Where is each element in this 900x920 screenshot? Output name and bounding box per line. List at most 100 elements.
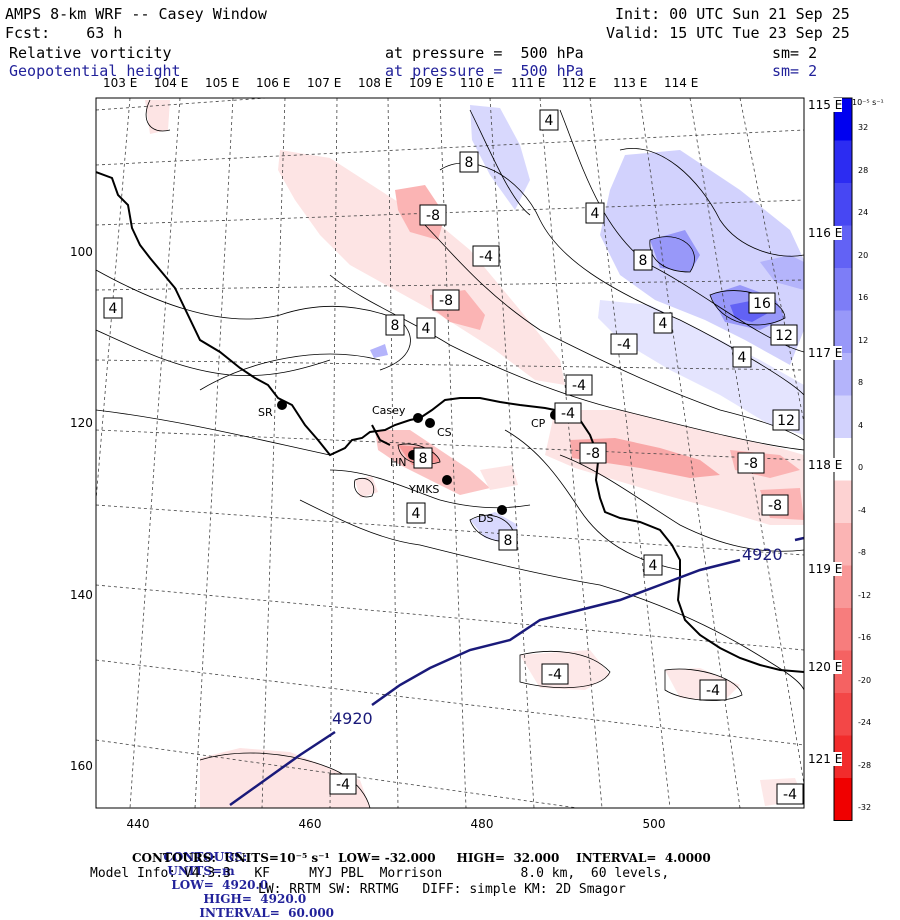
colorbar-label: -16: [858, 633, 872, 643]
station-cs-marker: [425, 418, 435, 428]
colorbar-label: -32: [858, 803, 872, 813]
contour-label-box: [103, 297, 123, 319]
contour-label: -4: [548, 667, 562, 683]
x-tick-label: 460: [298, 817, 322, 831]
latitude-label: 115 E: [808, 98, 843, 112]
contour-label: -4: [617, 337, 631, 353]
contour-label-box: [554, 402, 582, 424]
field2-name: Geopotential height: [9, 62, 181, 80]
longitude-label: 107 E: [307, 76, 342, 90]
footer-low: LOW= 4920.0: [171, 878, 269, 892]
contour-label-box: [565, 374, 593, 396]
contour-label-box: [416, 317, 436, 339]
height-label: 4920: [742, 545, 783, 564]
footer-contours-label: CONTOURS:: [163, 850, 248, 864]
footer-model-info: Model Info: V4.3.3 KF MYJ PBL Morrison 8…: [90, 866, 670, 881]
field1-name: Relative vorticity: [9, 44, 172, 62]
x-tick-label: 480: [470, 817, 494, 831]
contour-label-box: [737, 452, 765, 474]
contour-label: 8: [465, 155, 474, 171]
contour-label: -8: [586, 446, 600, 462]
colorbar-label: 28: [858, 165, 869, 175]
contour-label-box: [610, 333, 638, 355]
contour-label-box: [732, 346, 752, 368]
station-ds-marker: [497, 505, 507, 515]
field1-smoothing: sm= 2: [772, 44, 818, 62]
colorbar: [833, 97, 853, 821]
colorbar-swatch: [834, 140, 852, 184]
colorbar-label: 8: [858, 378, 864, 388]
contour-label: 8: [391, 318, 400, 334]
contour-label: 4: [109, 301, 118, 317]
colorbar-swatch: [834, 268, 852, 311]
colorbar-label: -8: [858, 548, 866, 558]
station-casey-marker: [413, 413, 423, 423]
contour-label-box: [329, 773, 357, 795]
colorbar-label: 20: [858, 250, 869, 260]
contour-label: 4: [545, 113, 554, 129]
contour-label-box: [770, 324, 798, 346]
colorbar-label: -24: [858, 718, 872, 728]
colorbar-label: -20: [858, 675, 872, 685]
contour-label: 8: [504, 533, 513, 549]
coastline: [96, 171, 804, 673]
field1-level: at pressure = 500 hPa: [385, 44, 584, 62]
colorbar-swatch: [834, 310, 852, 354]
contour-label-box: [643, 554, 663, 576]
contour-label-box: [776, 783, 804, 805]
colorbar-label: -12: [858, 590, 872, 600]
station-label: DS: [478, 512, 493, 525]
station-label: HN: [390, 456, 407, 469]
colorbar-swatch: [834, 353, 852, 396]
contour-label: -4: [783, 787, 797, 803]
colorbar-label: 0: [858, 463, 864, 473]
colorbar-label: 12: [858, 335, 869, 345]
colorbar-label: -28: [858, 760, 872, 770]
init-time: Init: 00 UTC Sun 21 Sep 25: [615, 5, 850, 23]
station-label: CS: [437, 426, 452, 439]
contour-label-box: [539, 109, 559, 131]
station-sr-marker: [277, 400, 287, 410]
contour-label-box: [406, 502, 426, 524]
contour-label: -8: [439, 293, 453, 309]
contour-label-box: [653, 312, 673, 334]
y-tick-label: 140: [70, 588, 93, 602]
contour-label-box: [498, 529, 518, 551]
longitude-label: 104 E: [154, 76, 189, 90]
contour-label-box: [699, 679, 727, 701]
contour-label: -8: [426, 208, 440, 224]
contour-label-box: [385, 314, 405, 336]
contour-label-box: [772, 409, 800, 431]
footer-interval: INTERVAL= 60.000: [199, 906, 335, 920]
longitude-label: 112 E: [562, 76, 597, 90]
colorbar-label: 24: [858, 208, 869, 218]
colorbar-swatch: [834, 735, 852, 779]
footer-physics-info: LW: RRTM SW: RRTMG DIFF: simple KM: 2D S…: [258, 882, 626, 897]
contour-label: 4: [649, 558, 658, 574]
colorbar-label: 4: [858, 420, 864, 430]
longitude-label: 108 E: [358, 76, 393, 90]
colorbar-swatch: [834, 395, 852, 439]
map-title: AMPS 8-km WRF -- Casey Window: [5, 5, 267, 23]
colorbar-label: -4: [858, 505, 866, 515]
longitude-label: 113 E: [613, 76, 648, 90]
contour-label: -4: [336, 777, 350, 793]
colorbar-swatch: [834, 565, 852, 609]
map-frame: [95, 97, 805, 809]
contour-label-box: [419, 204, 447, 226]
station-label: CP: [531, 417, 546, 430]
colorbar-unit: 10⁻⁵ s⁻¹: [852, 98, 884, 107]
colorbar-swatch: [834, 693, 852, 736]
colorbar-swatch: [834, 183, 852, 226]
longitude-label: 111 E: [511, 76, 546, 90]
contour-label-box: [413, 447, 433, 469]
contour-label-box: [579, 442, 607, 464]
colorbar-swatch: [834, 608, 852, 651]
longitude-label: 109 E: [409, 76, 444, 90]
contour-label-box: [472, 245, 500, 267]
colorbar-swatch: [834, 523, 852, 566]
latitude-label: 118 E: [808, 458, 843, 472]
longitude-label: 106 E: [256, 76, 291, 90]
x-tick-label: 440: [126, 817, 150, 831]
contour-label: 4: [422, 321, 431, 337]
